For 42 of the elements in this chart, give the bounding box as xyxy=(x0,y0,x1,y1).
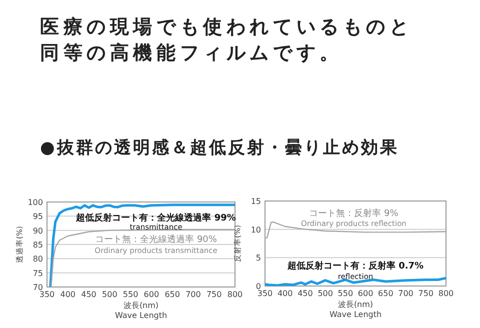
line-series xyxy=(49,204,235,287)
y-tick-label: 90 xyxy=(32,226,43,236)
y-tick-label: 70 xyxy=(32,283,43,292)
y-tick-label: 100 xyxy=(28,198,43,207)
x-tick-label: 700 xyxy=(398,289,414,298)
annotation: 超低反射コート有：全光線透過率 99% xyxy=(75,212,236,224)
x-tick-label: 600 xyxy=(144,290,160,299)
x-tick-label: 700 xyxy=(186,290,201,299)
x-tick-label: 800 xyxy=(227,290,243,299)
y-tick-label: 15 xyxy=(250,197,261,206)
x-tick-label: 800 xyxy=(438,289,454,298)
line-series xyxy=(50,228,235,287)
y-tick-label: 85 xyxy=(32,240,43,250)
x-tick-label: 400 xyxy=(277,289,293,298)
y-tick-label: 75 xyxy=(32,268,43,278)
annotation: コート無：全光線透過率 90% xyxy=(95,234,218,245)
x-axis-title: 波長(nm) Wave Length xyxy=(114,301,168,320)
x-tick-label: 450 xyxy=(81,290,96,299)
x-tick-label: 500 xyxy=(102,290,118,299)
chart-title: 医療の現場でも使われているものと同等の高機能フィルムです。 xyxy=(40,15,414,66)
chart-subtitle: ●抜群の透明感＆超低反射・曇り止め効果 xyxy=(40,137,399,159)
x-tick-label: 750 xyxy=(206,290,222,299)
x-axis-title: 波長(nm) Wave Length xyxy=(329,300,382,319)
y-tick-label: 5 xyxy=(256,254,261,263)
x-tick-label: 350 xyxy=(39,290,55,299)
x-tick-label: 550 xyxy=(122,290,138,299)
y-tick-label: 95 xyxy=(32,212,43,222)
x-tick-label: 350 xyxy=(257,289,273,298)
x-tick-label: 650 xyxy=(164,290,180,299)
x-tick-label: 450 xyxy=(298,289,313,298)
annotation: コート無：反射率 9% xyxy=(309,208,399,219)
y-tick-label: 10 xyxy=(250,225,261,234)
y-tick-label: 80 xyxy=(32,254,43,264)
x-tick-label: 650 xyxy=(378,289,394,298)
x-tick-label: 600 xyxy=(358,289,374,298)
x-tick-label: 500 xyxy=(318,289,333,298)
y-tick-label: 0 xyxy=(256,282,261,291)
annotation: 超低反射コート有：反射率 0.7% xyxy=(286,260,424,272)
line-series xyxy=(265,221,446,238)
x-tick-label: 550 xyxy=(338,289,354,298)
x-tick-label: 400 xyxy=(60,290,76,299)
x-tick-label: 750 xyxy=(418,289,434,298)
